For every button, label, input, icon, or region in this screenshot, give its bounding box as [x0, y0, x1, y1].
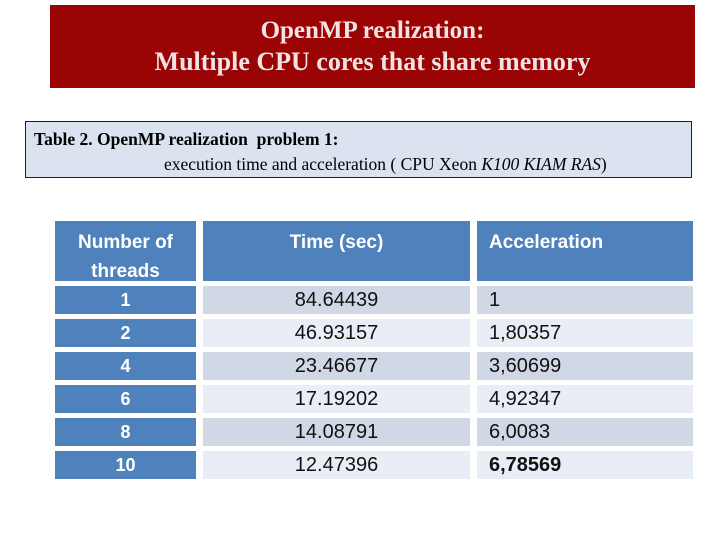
cell-threads: 10	[55, 451, 196, 479]
cell-time: 23.46677	[203, 352, 470, 380]
results-table: Number of threads Time (sec) Acceleratio…	[55, 221, 693, 479]
caption-subtitle-close: )	[600, 154, 607, 174]
column-header-time: Time (sec)	[203, 221, 470, 281]
cell-acceleration: 1,80357	[477, 319, 693, 347]
caption-cpu-name: K100 KIAM RAS	[481, 154, 601, 174]
cell-time: 46.93157	[203, 319, 470, 347]
table-caption-box: Table 2. OpenMP realization problem 1: e…	[25, 121, 692, 178]
column-header-threads: Number of threads	[55, 221, 196, 282]
slide-title-line1: OpenMP realization:	[260, 17, 485, 44]
cell-time: 12.47396	[203, 451, 470, 479]
cell-time: 14.08791	[203, 418, 470, 446]
title-banner: OpenMP realization: Multiple CPU cores t…	[50, 5, 695, 88]
cell-threads: 8	[55, 418, 196, 446]
slide-title-line2: Multiple CPU cores that share memory	[154, 47, 591, 76]
cell-threads: 1	[55, 286, 196, 314]
cell-acceleration: 6,0083	[477, 418, 693, 446]
column-header-acceleration: Acceleration	[477, 221, 693, 281]
cell-time: 17.19202	[203, 385, 470, 413]
cell-acceleration: 6,78569	[477, 451, 693, 479]
cell-time: 84.64439	[203, 286, 470, 314]
caption-subtitle-text: execution time and acceleration ( CPU Xe…	[164, 154, 482, 174]
cell-threads: 4	[55, 352, 196, 380]
cell-threads: 6	[55, 385, 196, 413]
cell-acceleration: 3,60699	[477, 352, 693, 380]
table-caption-title: Table 2. OpenMP realization problem 1:	[34, 129, 339, 149]
cell-threads: 2	[55, 319, 196, 347]
table-caption-subtitle: execution time and acceleration ( CPU Xe…	[34, 152, 683, 176]
cell-acceleration: 4,92347	[477, 385, 693, 413]
cell-acceleration: 1	[477, 286, 693, 314]
